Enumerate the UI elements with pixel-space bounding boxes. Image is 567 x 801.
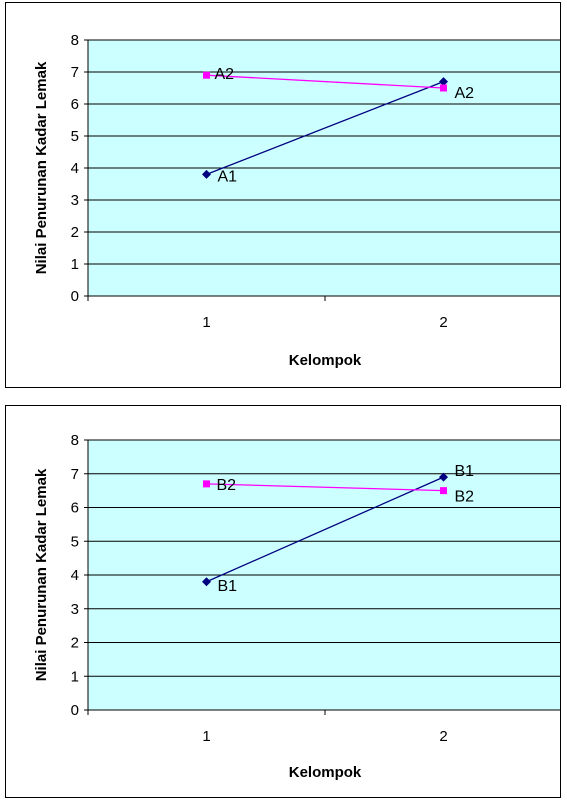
- data-label: B1: [455, 463, 475, 480]
- data-point: [439, 472, 448, 482]
- x-tick-label: 1: [202, 314, 210, 331]
- y-tick-label: 4: [71, 160, 79, 177]
- data-point: [202, 577, 211, 587]
- data-point: [203, 71, 210, 79]
- chart-1-svg: 0 1 2 3 4 5 6 7 8 1 2 Kelompok Nilai Penurunan Kadar…: [33, 32, 560, 369]
- x-axis-title: Kelompok: [289, 352, 362, 369]
- y-tick-label: 1: [71, 668, 79, 685]
- data-point: [439, 77, 448, 87]
- y-tick-label: 2: [71, 224, 79, 241]
- y-tick-label: 0: [71, 702, 79, 719]
- data-label: A2: [215, 66, 235, 83]
- chart-2: 0 1 2 3 4 5 6 7 8 1 2 Kelompok Nilai Penurunan Kadar…: [5, 405, 561, 798]
- y-tick-label: 3: [71, 192, 79, 209]
- y-tick-label: 5: [71, 533, 79, 550]
- x-tick-label: 2: [439, 728, 447, 745]
- y-tick-label: 7: [71, 64, 79, 81]
- chart-2-svg: 0 1 2 3 4 5 6 7 8 1 2 Kelompok Nilai Penurunan Kadar…: [33, 432, 560, 781]
- data-label: A2: [455, 85, 475, 102]
- y-tick-label: 0: [71, 288, 79, 305]
- data-point: [202, 169, 211, 179]
- x-axis-title: Kelompok: [289, 764, 362, 781]
- x-tick-label: 2: [439, 314, 447, 331]
- y-tick-label: 5: [71, 128, 79, 145]
- y-tick-label: 8: [71, 32, 79, 49]
- y-tick-label: 8: [71, 432, 79, 449]
- chart-1: 0 1 2 3 4 5 6 7 8 1 2 Kelompok Nilai Penurunan Kadar…: [5, 2, 561, 388]
- data-label: B2: [455, 489, 475, 506]
- y-tick-label: 3: [71, 601, 79, 618]
- data-point: [440, 487, 447, 495]
- data-label: A1: [218, 168, 238, 185]
- y-axis-title: Nilai Penurunan Kadar Lemak: [33, 468, 50, 681]
- y-tick-label: 6: [71, 500, 79, 517]
- data-label: B2: [217, 477, 237, 494]
- x-tick-label: 1: [202, 728, 210, 745]
- series-line: [206, 476, 444, 583]
- y-tick-label: 4: [71, 567, 79, 584]
- series-line: [206, 80, 444, 176]
- data-label: B1: [218, 578, 238, 595]
- y-tick-label: 6: [71, 96, 79, 113]
- series-line: [206, 74, 444, 89]
- y-tick-label: 1: [71, 256, 79, 273]
- data-point: [440, 84, 447, 92]
- data-point: [203, 480, 210, 488]
- series-line: [206, 483, 444, 492]
- y-axis-title: Nilai Penurunan Kadar Lemak: [33, 61, 50, 274]
- y-tick-label: 2: [71, 635, 79, 652]
- y-tick-label: 7: [71, 466, 79, 483]
